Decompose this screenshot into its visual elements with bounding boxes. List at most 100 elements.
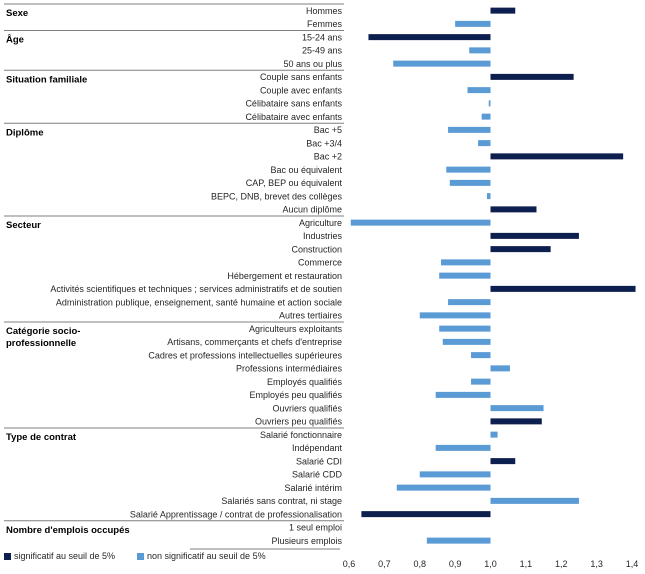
row-label: Salariés sans contrat, ni stage (221, 496, 342, 506)
row-label: 25-49 ans (302, 46, 343, 56)
bar (455, 20, 491, 27)
bar (393, 60, 491, 67)
row-label: Bac ou équivalent (270, 165, 342, 175)
x-tick-label: 1,4 (626, 559, 639, 569)
row-label: Agriculture (299, 218, 342, 228)
row-label: Employés peu qualifiés (249, 390, 342, 400)
bar (426, 537, 491, 544)
row-label: Célibataire avec enfants (245, 112, 342, 122)
bar (440, 259, 491, 266)
bar (435, 444, 491, 451)
bar (481, 113, 491, 120)
row-label: Plusieurs emplois (271, 536, 342, 546)
row-label: Cadres et professions intellectuelles su… (148, 350, 342, 360)
bar (478, 140, 491, 147)
row-label: Bac +5 (314, 125, 342, 135)
x-tick-label: 0,8 (413, 559, 426, 569)
row-label: Construction (291, 244, 342, 254)
bar (490, 153, 624, 160)
bar (490, 405, 544, 412)
bar (449, 179, 491, 186)
bar (446, 166, 491, 173)
row-label: Femmes (307, 19, 343, 29)
row-label: Salarié CDI (296, 456, 342, 466)
group-header: Situation familiale (6, 74, 87, 85)
row-label: Bac +3/4 (306, 138, 342, 148)
group-header: Secteur (6, 220, 41, 231)
row-label: Employés qualifiés (267, 377, 343, 387)
bar (490, 285, 636, 292)
x-tick-label: 1,2 (555, 559, 568, 569)
bar (368, 34, 491, 41)
bar (435, 391, 491, 398)
bar (396, 484, 491, 491)
row-label: Salarié fonctionnaire (260, 430, 342, 440)
bar (490, 418, 542, 425)
x-tick-label: 0,6 (343, 559, 356, 569)
row-label: Activités scientifiques et techniques ; … (50, 284, 342, 294)
group-header: Diplôme (6, 127, 43, 138)
row-label: Couple sans enfants (260, 72, 343, 82)
bar (486, 193, 491, 200)
row-label: Indépendant (292, 443, 343, 453)
x-tick-label: 0,9 (449, 559, 462, 569)
bar (490, 232, 579, 239)
x-tick-label: 0,7 (378, 559, 391, 569)
row-label: Couple avec enfants (260, 85, 343, 95)
bar (490, 497, 579, 504)
row-label: Commerce (298, 258, 342, 268)
legend-label-not-significant: non significatif au seuil de 5% (147, 551, 266, 561)
row-label: Ouvriers qualifiés (272, 403, 342, 413)
bar (490, 365, 510, 372)
group-header: Catégorie socio- (6, 326, 80, 337)
bar (471, 352, 491, 359)
bar (469, 47, 491, 54)
row-label: Salarié intérim (284, 483, 342, 493)
bar (490, 7, 516, 14)
x-tick-label: 1,0 (484, 559, 497, 569)
row-label: 50 ans ou plus (283, 59, 342, 69)
group-header: professionnelle (6, 338, 76, 349)
bar (490, 73, 574, 80)
bar (448, 299, 491, 306)
row-label: 15-24 ans (302, 32, 343, 42)
bar (439, 272, 491, 279)
row-label: Hébergement et restauration (227, 271, 342, 281)
row-label: Professions intermédiaires (236, 364, 343, 374)
bar (490, 431, 498, 438)
group-header: Âge (6, 34, 24, 46)
bar (448, 126, 491, 133)
row-label: Salarié CDD (292, 470, 343, 480)
bar (467, 87, 491, 94)
row-label: BEPC, DNB, brevet des collèges (211, 191, 343, 201)
row-label: Aucun diplôme (282, 205, 342, 215)
group-header: Type de contrat (6, 432, 77, 443)
group-header: Nombre d'emplois occupés (6, 525, 130, 536)
bar (490, 206, 537, 213)
bar (490, 458, 516, 465)
bar (419, 312, 491, 319)
row-label: Ouvriers peu qualifiés (255, 417, 343, 427)
row-label: Hommes (306, 6, 343, 16)
row-label: Autres tertiaires (279, 311, 343, 321)
bar (490, 246, 551, 253)
legend-swatch-significant (4, 553, 11, 560)
row-label: Salarié Apprentissage / contrat de profe… (130, 509, 342, 519)
bar (361, 511, 491, 518)
bar (439, 325, 491, 332)
bar (488, 100, 491, 107)
row-label: Agriculteurs exploitants (249, 324, 343, 334)
x-tick-label: 1,1 (520, 559, 533, 569)
row-label: Artisans, commerçants et chefs d'entrepr… (167, 337, 342, 347)
x-tick-label: 1,3 (590, 559, 603, 569)
row-label: Bac +2 (314, 152, 342, 162)
row-label: CAP, BEP ou équivalent (246, 178, 343, 188)
legend-swatch-not-significant (137, 553, 144, 560)
legend-label-significant: significatif au seuil de 5% (14, 551, 115, 561)
row-label: Administration publique, enseignement, s… (56, 297, 342, 307)
bar (471, 378, 491, 385)
group-header: Sexe (6, 8, 28, 19)
bar (442, 338, 491, 345)
row-label: Célibataire sans enfants (245, 99, 342, 109)
